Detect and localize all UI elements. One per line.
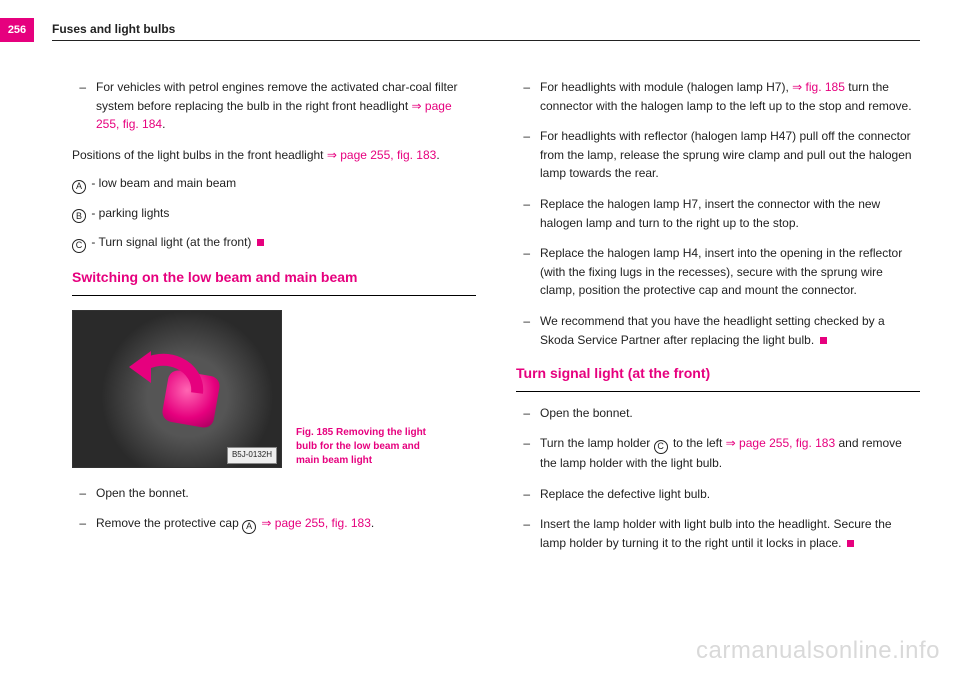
- legend-b: B - parking lights: [72, 204, 476, 224]
- text: Insert the lamp holder with light bulb i…: [540, 517, 892, 550]
- right-turn-2: – Turn the lamp holder C to the left ⇒ p…: [516, 434, 920, 472]
- marker-c-icon: C: [72, 239, 86, 253]
- end-square-icon: [820, 337, 827, 344]
- section-rule: [72, 295, 476, 296]
- marker-a-icon: A: [242, 520, 256, 534]
- right-turn-4: – Insert the lamp holder with light bulb…: [516, 515, 920, 552]
- text: Positions of the light bulbs in the fron…: [72, 148, 327, 162]
- bullet-text: Turn the lamp holder C to the left ⇒ pag…: [540, 434, 920, 472]
- bullet-text: Replace the halogen lamp H7, insert the …: [540, 195, 920, 232]
- section-title-low-beam: Switching on the low beam and main beam: [72, 267, 476, 289]
- bullet-text: Remove the protective cap A ⇒ page 255, …: [96, 514, 476, 534]
- left-column: – For vehicles with petrol engines remov…: [72, 78, 476, 643]
- figure-code-label: B5J-0132H: [227, 447, 277, 463]
- text: - parking lights: [88, 206, 169, 220]
- legend-c: C - Turn signal light (at the front): [72, 233, 476, 253]
- bullet-text: Insert the lamp holder with light bulb i…: [540, 515, 920, 552]
- right-bullet-5: – We recommend that you have the headlig…: [516, 312, 920, 349]
- dash: –: [516, 434, 530, 472]
- bullet-text: For headlights with reflector (halogen l…: [540, 127, 920, 183]
- bullet-text: Replace the defective light bulb.: [540, 485, 920, 504]
- text: .: [371, 516, 374, 530]
- dash: –: [516, 244, 530, 300]
- text: Remove the protective cap: [96, 516, 242, 530]
- legend-a: A - low beam and main beam: [72, 174, 476, 194]
- page-ref-link: ⇒ page 255, fig. 183: [327, 148, 436, 162]
- figure-caption: Fig. 185 Removing the light bulb for the…: [296, 426, 426, 468]
- text: - low beam and main beam: [88, 176, 236, 190]
- page-number-tab: 256: [0, 18, 34, 42]
- dash: –: [516, 78, 530, 115]
- end-square-icon: [257, 239, 264, 246]
- bullet-text: Open the bonnet.: [96, 484, 476, 503]
- right-bullet-2: – For headlights with reflector (halogen…: [516, 127, 920, 183]
- marker-a-icon: A: [72, 180, 86, 194]
- text: We recommend that you have the headlight…: [540, 314, 885, 347]
- text: Turn the lamp holder: [540, 436, 654, 450]
- left-bullet-1: – For vehicles with petrol engines remov…: [72, 78, 476, 134]
- right-turn-1: – Open the bonnet.: [516, 404, 920, 423]
- fig-ref-link: ⇒ fig. 185: [792, 80, 845, 94]
- page-ref-link: ⇒ page 255, fig. 183: [726, 436, 835, 450]
- text: .: [436, 148, 439, 162]
- bullet-text: Open the bonnet.: [540, 404, 920, 423]
- header-title: Fuses and light bulbs: [52, 22, 175, 36]
- dash: –: [516, 195, 530, 232]
- text: to the left: [670, 436, 726, 450]
- page-ref-link: ⇒ page 255, fig. 183: [258, 516, 371, 530]
- bullet-text: Replace the halogen lamp H4, insert into…: [540, 244, 920, 300]
- dash: –: [516, 312, 530, 349]
- end-square-icon: [847, 540, 854, 547]
- page: 256 Fuses and light bulbs – For vehicles…: [0, 0, 960, 673]
- section-title-turn-signal: Turn signal light (at the front): [516, 363, 920, 385]
- right-column: – For headlights with module (halogen la…: [516, 78, 920, 643]
- text: - Turn signal light (at the front): [88, 235, 255, 249]
- bullet-text: We recommend that you have the headlight…: [540, 312, 920, 349]
- dash: –: [72, 78, 86, 134]
- right-turn-3: – Replace the defective light bulb.: [516, 485, 920, 504]
- dash: –: [72, 514, 86, 534]
- dash: –: [516, 515, 530, 552]
- figure-arrow-icon: [127, 345, 207, 401]
- text: For vehicles with petrol engines remove …: [96, 80, 458, 113]
- figure-image: B5J-0132H: [72, 310, 282, 468]
- left-bullet-open-bonnet: – Open the bonnet.: [72, 484, 476, 503]
- right-bullet-3: – Replace the halogen lamp H7, insert th…: [516, 195, 920, 232]
- figure-185: B5J-0132H Fig. 185 Removing the light bu…: [72, 310, 476, 468]
- header-rule: [52, 40, 920, 41]
- marker-b-icon: B: [72, 209, 86, 223]
- section-rule: [516, 391, 920, 392]
- content-columns: – For vehicles with petrol engines remov…: [72, 78, 920, 643]
- dash: –: [516, 404, 530, 423]
- positions-text: Positions of the light bulbs in the fron…: [72, 146, 476, 165]
- dash: –: [516, 485, 530, 504]
- left-bullet-remove-cap: – Remove the protective cap A ⇒ page 255…: [72, 514, 476, 534]
- dash: –: [72, 484, 86, 503]
- right-bullet-4: – Replace the halogen lamp H4, insert in…: [516, 244, 920, 300]
- marker-c-icon: C: [654, 440, 668, 454]
- text: For headlights with module (halogen lamp…: [540, 80, 792, 94]
- bullet-text: For vehicles with petrol engines remove …: [96, 78, 476, 134]
- right-bullet-1: – For headlights with module (halogen la…: [516, 78, 920, 115]
- bullet-text: For headlights with module (halogen lamp…: [540, 78, 920, 115]
- dash: –: [516, 127, 530, 183]
- text: .: [162, 117, 165, 131]
